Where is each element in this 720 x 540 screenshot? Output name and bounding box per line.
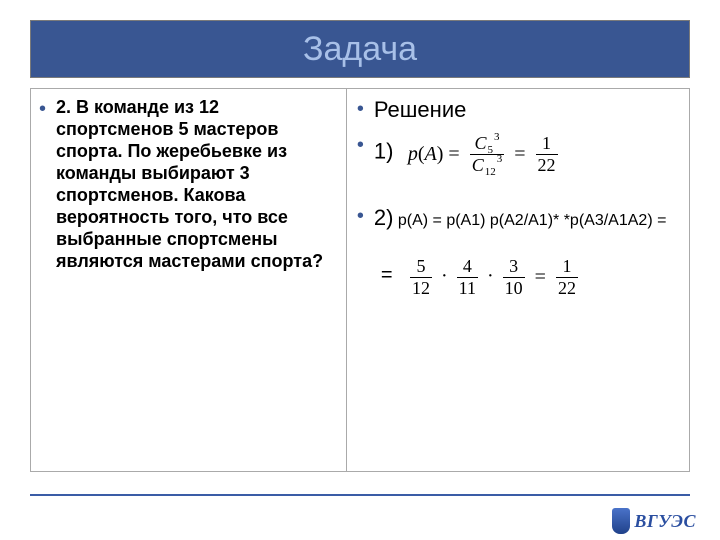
bullet-icon: • [357,204,364,232]
eq-sign: = [514,143,525,166]
question-text: 2. В команде из 12 спортсменов 5 мастеро… [56,97,340,273]
spacer [357,186,683,204]
pA-p: p [408,143,418,166]
fraction-b: 4 11 [457,256,478,299]
question-bullet: • 2. В команде из 12 спортсменов 5 масте… [39,97,340,273]
fraction-result-1: 1 22 [536,133,558,176]
spacer [357,242,683,256]
step-2-bullet: • 2) р(А) = р(А1) р(А2/А1)* *р(А3/А1А2) … [357,204,683,232]
cdot-icon: · [441,265,448,288]
left-column: • 2. В команде из 12 спортсменов 5 масте… [31,89,347,471]
right-paren: ) [437,143,444,166]
formula-2: 5 12 · 4 11 · 3 10 = 1 22 [405,256,583,299]
fraction-c: 3 10 [503,256,525,299]
pA-A: A [425,143,437,166]
step-1-bullet: • 1) p ( A ) = C 5 3 [357,133,683,176]
footer-logo: ВГУЭС [612,508,696,534]
solution-label: Решение [374,97,467,122]
title-bar: Задача [30,20,690,78]
eq-sign: = [448,143,459,166]
solution-label-bullet: • Решение [357,97,683,123]
fraction-combinations: C 5 3 C 12 3 [470,133,505,176]
bullet-icon: • [39,97,46,273]
footer-rule [30,494,690,496]
content-frame: • 2. В команде из 12 спортсменов 5 масте… [30,88,690,472]
step-2-text: 2) р(А) = р(А1) р(А2/А1)* *р(А3/А1А2) = [374,212,667,229]
left-paren: ( [418,143,425,166]
bullet-icon: • [357,133,364,176]
bullet-icon: • [357,97,364,123]
comb-bot: C 12 3 [472,155,503,176]
step-1-label: 1) [374,139,394,164]
fraction-a: 5 12 [410,256,432,299]
logo-text: ВГУЭС [634,511,696,532]
cdot-icon: · [487,265,494,288]
comb-top: C 5 3 [474,133,499,154]
right-column: • Решение • 1) p ( A ) = C [347,89,689,471]
eq-sign: = [535,266,546,289]
formula-2-row: = 5 12 · 4 11 · 3 10 = 1 2 [357,256,683,299]
continuation-eq: = [381,264,393,286]
slide-title: Задача [303,30,417,69]
fraction-result-2: 1 22 [556,256,578,299]
logo-shield-icon [612,508,630,534]
formula-1: p ( A ) = C 5 3 [408,133,563,176]
